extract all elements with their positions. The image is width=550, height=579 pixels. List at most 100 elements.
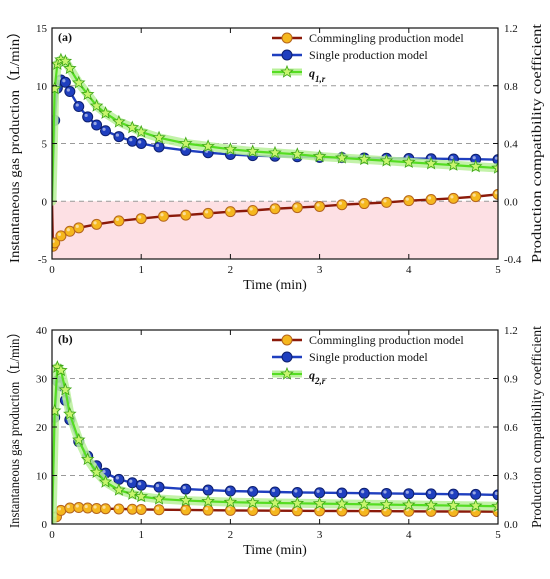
data-point-star	[357, 497, 371, 511]
data-point-star	[134, 124, 148, 138]
data-point-highlight	[84, 113, 88, 118]
data-point-highlight	[316, 489, 320, 493]
series-band	[52, 55, 498, 206]
y-tick-label: 10	[36, 81, 48, 93]
y2-tick-label: 0.3	[504, 471, 518, 483]
y2-tick-label: 0.6	[504, 422, 518, 434]
data-point	[381, 487, 392, 499]
data-point-star	[52, 403, 62, 417]
data-point-star	[268, 495, 282, 509]
data-point-highlight	[271, 488, 276, 493]
legend-label: q2,r	[309, 368, 326, 386]
data-point-star	[446, 498, 461, 512]
data-point-highlight	[129, 479, 133, 483]
legend-marker-icon	[281, 49, 293, 61]
data-point-star	[201, 494, 215, 508]
data-point	[269, 203, 281, 215]
data-point	[180, 504, 192, 516]
data-point	[55, 504, 67, 516]
data-point	[126, 135, 138, 147]
data-point-highlight	[93, 505, 97, 509]
y2-tick-label: 0.0	[504, 196, 518, 208]
data-point-star	[357, 152, 371, 166]
x-tick-label: 3	[317, 529, 323, 541]
data-point-highlight	[338, 201, 342, 205]
x-tick-label: 5	[495, 529, 501, 541]
data-point	[82, 111, 94, 123]
data-point-highlight	[405, 197, 409, 201]
data-point-star	[152, 491, 166, 505]
data-point	[73, 222, 85, 234]
legend: Commingling production model Single produ…	[272, 333, 464, 386]
y2-tick-label: 0.8	[504, 81, 518, 93]
legend-item: Single production model	[272, 350, 428, 364]
legend-label: Single production model	[309, 350, 428, 364]
data-point	[202, 484, 214, 496]
data-point-star	[245, 144, 260, 158]
data-point-star	[112, 114, 126, 128]
data-point-highlight	[57, 232, 62, 236]
data-point-highlight	[472, 193, 476, 197]
y2-axis-title: Production compatibility coefficient	[530, 326, 545, 528]
x-tick-label: 3	[317, 264, 323, 276]
data-point-star	[125, 120, 140, 134]
y-tick-label: 5	[42, 139, 48, 151]
data-point-star	[312, 496, 327, 510]
data-point	[314, 200, 326, 212]
data-point-star	[72, 432, 86, 446]
data-point-highlight	[93, 121, 97, 126]
y2-tick-label: 1.2	[504, 23, 518, 35]
x-axis-title: Time (min)	[243, 543, 307, 558]
y-tick-label: 40	[36, 325, 48, 337]
data-point-star	[98, 474, 113, 488]
data-point-highlight	[66, 88, 70, 92]
data-point-highlight	[93, 221, 97, 225]
data-point-highlight	[383, 490, 387, 494]
data-point	[336, 487, 348, 499]
data-point-highlight	[405, 490, 409, 494]
legend-label: q1,r	[309, 66, 326, 84]
data-point	[153, 481, 165, 493]
data-point	[153, 141, 165, 153]
data-point-star	[424, 498, 438, 511]
data-point-highlight	[66, 228, 70, 232]
x-tick-label: 1	[138, 264, 144, 276]
data-point-highlight	[227, 208, 231, 212]
data-point-star	[223, 142, 238, 156]
y2-tick-label: 0.0	[504, 519, 518, 531]
data-point-highlight	[75, 504, 79, 508]
y2-axis-title: Production compatibility coefficient	[530, 24, 545, 263]
legend-marker-icon	[281, 32, 293, 44]
data-point-star	[80, 452, 95, 466]
data-point-highlight	[338, 507, 342, 512]
data-point-star	[379, 497, 394, 511]
data-point-highlight	[115, 217, 119, 221]
data-point-star	[245, 495, 260, 509]
data-point-highlight	[205, 210, 209, 214]
data-point	[269, 486, 281, 498]
data-point-highlight	[84, 504, 88, 509]
data-point	[100, 125, 112, 137]
data-point-highlight	[57, 507, 62, 511]
data-point-highlight	[271, 205, 276, 209]
data-point-star	[179, 136, 193, 150]
x-tick-label: 0	[49, 264, 55, 276]
data-point-star	[402, 497, 416, 511]
data-point-highlight	[428, 196, 432, 200]
data-point-highlight	[182, 212, 186, 216]
legend-item: q2,r	[272, 366, 326, 386]
legend-label: Commingling production model	[309, 333, 464, 347]
data-point-highlight	[66, 504, 70, 509]
y-axis-title: Instantaneous gas production（L/min）	[7, 24, 23, 263]
series-coefficient	[52, 52, 498, 206]
data-point-highlight	[383, 199, 387, 203]
data-point	[113, 215, 125, 227]
data-point-star	[223, 495, 238, 508]
data-point-highlight	[450, 491, 454, 495]
data-point	[425, 488, 437, 500]
data-point-highlight	[155, 506, 160, 510]
data-point-highlight	[249, 488, 253, 492]
data-point-highlight	[361, 490, 365, 494]
x-tick-label: 4	[406, 264, 412, 276]
